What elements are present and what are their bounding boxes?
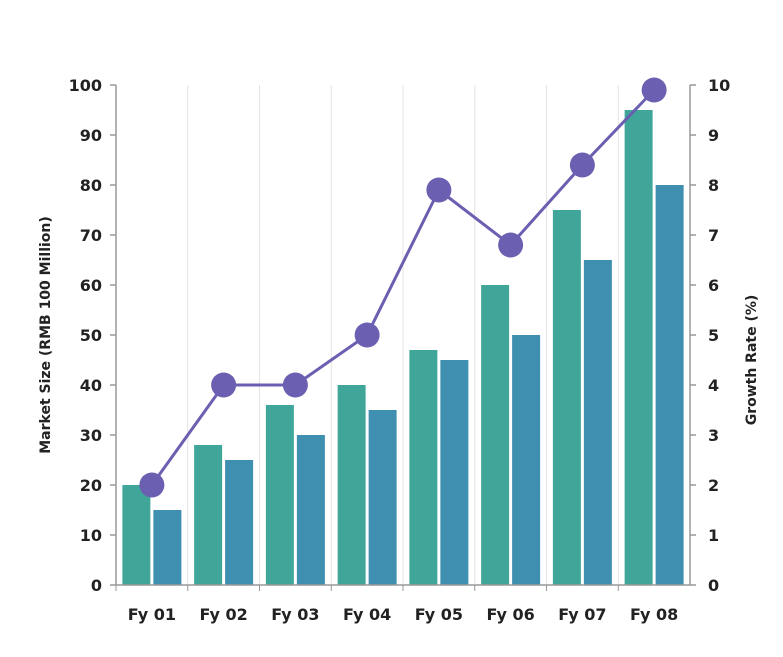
y-tick-label: 20 bbox=[80, 476, 102, 495]
growth-point-fy-05 bbox=[426, 177, 452, 203]
growth-point-fy-07 bbox=[569, 152, 595, 178]
bar-s2-fy-02 bbox=[225, 460, 254, 585]
y2-tick-label: 5 bbox=[708, 326, 719, 345]
x-tick-label: Fy 08 bbox=[630, 605, 678, 624]
x-tick-label: Fy 05 bbox=[415, 605, 463, 624]
bar-s1-fy-05 bbox=[409, 350, 438, 585]
x-tick-label: Fy 02 bbox=[199, 605, 247, 624]
y2-tick-label: 2 bbox=[708, 476, 719, 495]
y-tick-label: 50 bbox=[80, 326, 102, 345]
y2-tick-label: 4 bbox=[708, 376, 719, 395]
axis-layer bbox=[110, 84, 696, 591]
y2-axis-title: Growth Rate (%) bbox=[744, 295, 760, 426]
bar-s2-fy-06 bbox=[512, 335, 541, 585]
y2-tick-label: 10 bbox=[708, 76, 730, 95]
growth-point-fy-02 bbox=[211, 372, 237, 398]
x-tick-label: Fy 06 bbox=[486, 605, 534, 624]
y-tick-label: 60 bbox=[80, 276, 102, 295]
y2-tick-label: 3 bbox=[708, 426, 719, 445]
growth-point-fy-08 bbox=[641, 77, 667, 103]
bar-s2-fy-08 bbox=[655, 185, 684, 585]
y-tick-label: 90 bbox=[80, 126, 102, 145]
y2-tick-label: 6 bbox=[708, 276, 719, 295]
y-tick-label: 40 bbox=[80, 376, 102, 395]
y2-tick-label: 7 bbox=[708, 226, 719, 245]
y2-tick-label: 1 bbox=[708, 526, 719, 545]
x-tick-label: Fy 07 bbox=[558, 605, 606, 624]
bar-s1-fy-03 bbox=[265, 405, 294, 585]
y-tick-label: 10 bbox=[80, 526, 102, 545]
growth-point-fy-06 bbox=[498, 232, 524, 258]
bar-s1-fy-08 bbox=[624, 110, 653, 585]
growth-point-fy-03 bbox=[282, 372, 308, 398]
line-layer bbox=[139, 77, 667, 498]
bar-layer bbox=[122, 110, 684, 585]
label-layer: Market Size (RMB 100 Million) Growth Rat… bbox=[38, 76, 760, 624]
bar-s1-fy-06 bbox=[481, 285, 510, 585]
growth-point-fy-01 bbox=[139, 472, 165, 498]
x-tick-label: Fy 04 bbox=[343, 605, 391, 624]
bar-s2-fy-01 bbox=[153, 510, 182, 585]
bar-s2-fy-05 bbox=[440, 360, 469, 585]
y2-tick-label: 0 bbox=[708, 576, 719, 595]
bar-s1-fy-01 bbox=[122, 485, 151, 585]
bar-s1-fy-02 bbox=[194, 445, 223, 585]
y-tick-label: 70 bbox=[80, 226, 102, 245]
growth-point-fy-04 bbox=[354, 322, 380, 348]
y-tick-label: 0 bbox=[91, 576, 102, 595]
bar-s1-fy-07 bbox=[552, 210, 581, 585]
y2-tick-label: 9 bbox=[708, 126, 719, 145]
bar-s2-fy-04 bbox=[368, 410, 397, 585]
y-tick-label: 80 bbox=[80, 176, 102, 195]
y2-tick-label: 8 bbox=[708, 176, 719, 195]
grid-layer bbox=[187, 85, 619, 585]
x-tick-label: Fy 01 bbox=[128, 605, 176, 624]
y-tick-label: 100 bbox=[69, 76, 102, 95]
bar-s2-fy-03 bbox=[296, 435, 325, 585]
y-axis-title: Market Size (RMB 100 Million) bbox=[38, 216, 54, 454]
bar-s2-fy-07 bbox=[583, 260, 612, 585]
y-tick-label: 30 bbox=[80, 426, 102, 445]
bar-s1-fy-04 bbox=[337, 385, 366, 585]
x-tick-label: Fy 03 bbox=[271, 605, 319, 624]
